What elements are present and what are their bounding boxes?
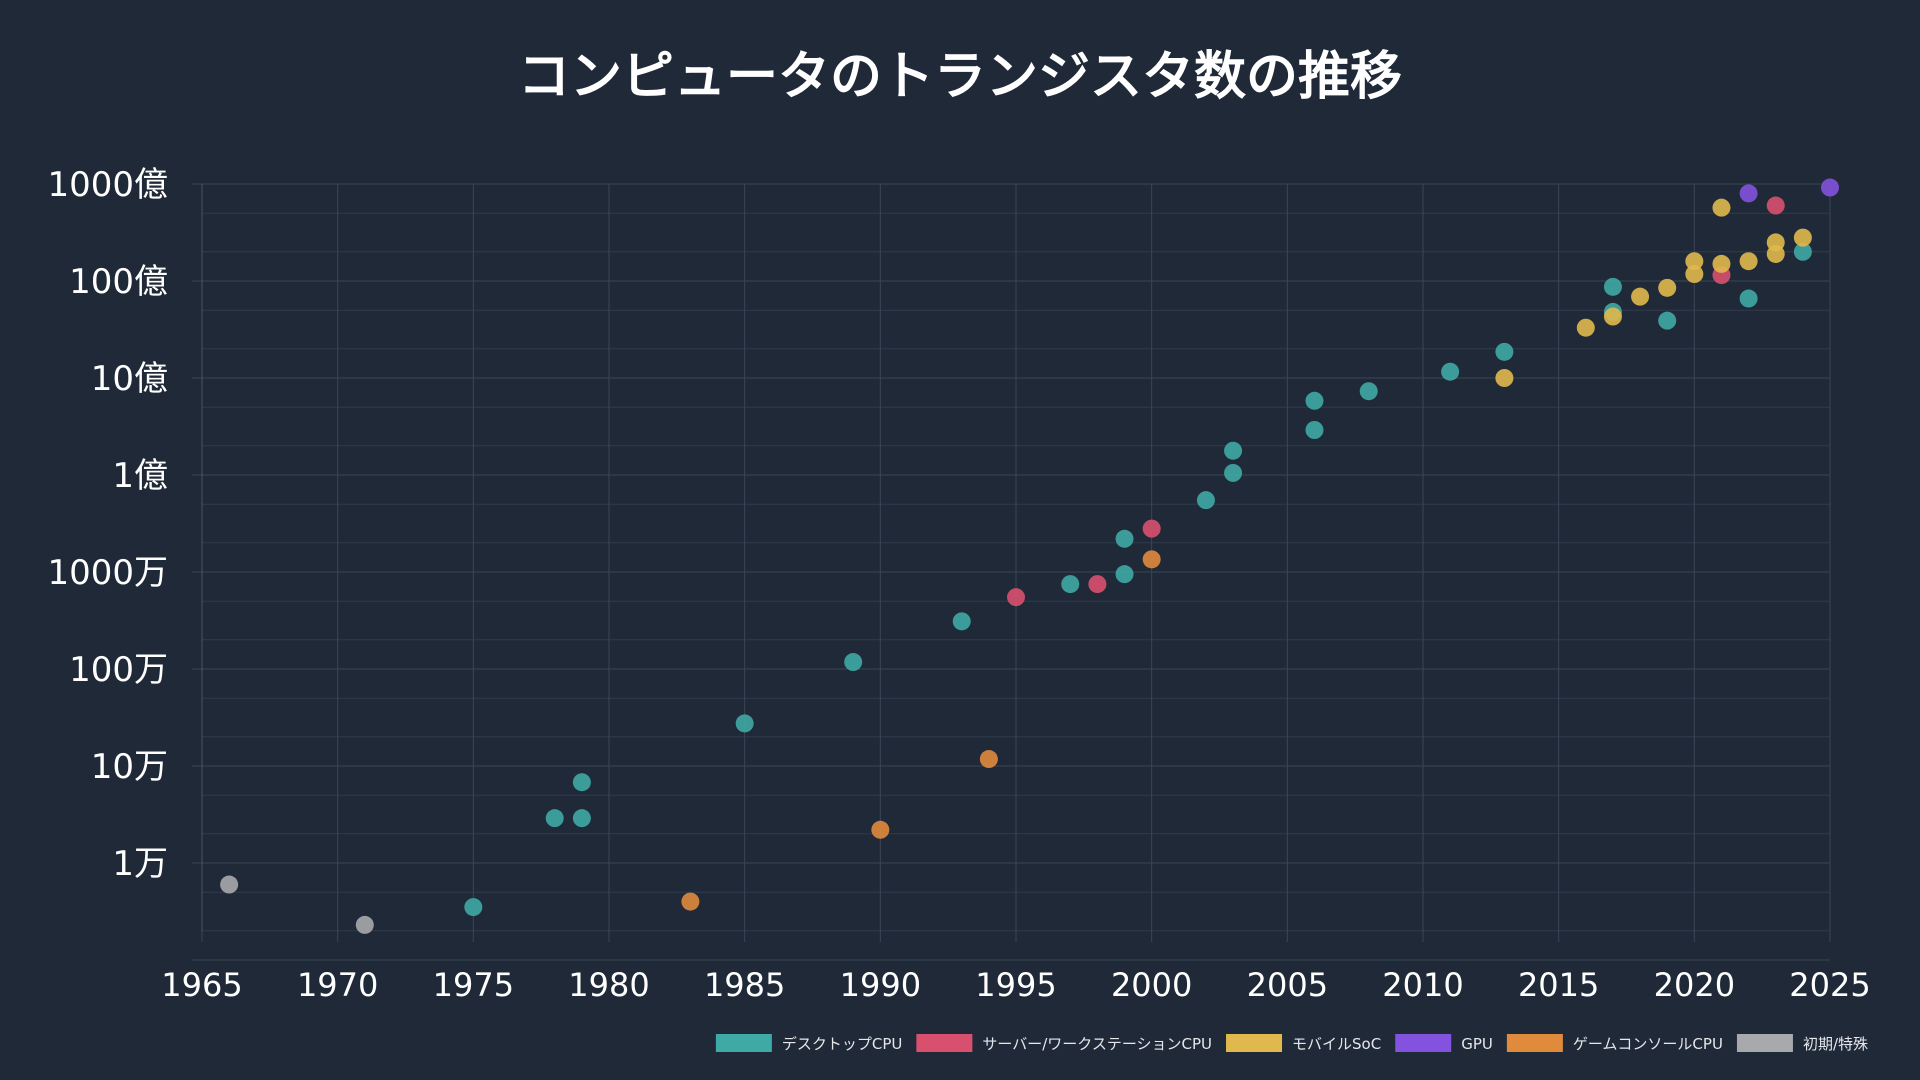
data-point [844, 653, 863, 672]
data-point [1115, 529, 1134, 548]
data-point [1495, 342, 1514, 361]
data-point [952, 612, 971, 631]
x-tick-label: 1990 [840, 966, 921, 1004]
data-point [1441, 362, 1460, 381]
legend-label: デスクトップCPU [782, 1035, 903, 1053]
data-point [1196, 491, 1215, 510]
data-point [1685, 265, 1704, 284]
data-point [545, 809, 564, 828]
data-point [1142, 550, 1161, 569]
x-tick-label: 2015 [1518, 966, 1599, 1004]
legend-swatch [1736, 1034, 1793, 1052]
legend-label: 初期/特殊 [1803, 1035, 1868, 1053]
data-point [1115, 565, 1134, 584]
data-point [1495, 369, 1514, 387]
y-tick-label: 100億 [69, 262, 168, 302]
data-point [1739, 289, 1758, 308]
data-point [1793, 242, 1812, 261]
legend: 初期/特殊 ゲームコンソールCPU GPU モバイルSoC サーバー/ワークステーション… [715, 1034, 1868, 1053]
data-point [1224, 463, 1243, 482]
data-point [572, 809, 591, 828]
data-point [355, 915, 374, 934]
data-point [1576, 318, 1595, 337]
y-tick-label: 10万 [91, 747, 168, 787]
legend-swatch [916, 1034, 973, 1052]
x-tick-label: 2010 [1382, 966, 1463, 1004]
data-point [1658, 278, 1677, 297]
data-point [1712, 254, 1731, 273]
data-point [1658, 311, 1677, 330]
x-tick-label: 1980 [568, 966, 649, 1004]
data-point [1739, 252, 1758, 271]
y-tick-label: 1000億 [47, 165, 168, 205]
y-tick-label: 1億 [112, 456, 168, 496]
data-point [979, 750, 998, 769]
legend-swatch [715, 1034, 772, 1052]
x-tick-label: 1965 [161, 966, 242, 1004]
legend-label: GPU [1461, 1035, 1493, 1053]
x-tick-label: 2020 [1654, 966, 1735, 1004]
data-point [1224, 441, 1243, 460]
y-axis-ticks: 1万 10万 100万 1000万 1億 10億 100億 1000億 [47, 165, 168, 884]
data-point [220, 875, 239, 894]
data-points [220, 178, 1839, 934]
legend-swatch [1226, 1034, 1283, 1052]
data-point [1793, 228, 1812, 247]
data-point [572, 773, 591, 792]
data-point [1305, 421, 1324, 440]
data-point [464, 898, 483, 917]
legend-label: サーバー/ワークステーションCPU [982, 1035, 1212, 1053]
y-tick-label: 100万 [69, 650, 168, 690]
data-point [681, 892, 700, 911]
legend-label: ゲームコンソールCPU [1573, 1035, 1723, 1053]
x-axis-ticks: 1965 1970 1975 1980 1985 1990 1995 2000 2005 2010… [161, 966, 1870, 1004]
chart-title: コンピュータのトランジスタ数の推移 [518, 47, 1402, 107]
data-point [1685, 252, 1704, 271]
data-point [1712, 198, 1731, 217]
x-tick-label: 2005 [1247, 966, 1328, 1004]
data-point [1766, 233, 1785, 252]
data-point [1766, 196, 1785, 215]
x-tick-label: 2025 [1789, 966, 1870, 1004]
data-point [871, 820, 890, 839]
data-point [1305, 391, 1324, 410]
legend-swatch [1506, 1034, 1563, 1052]
y-tick-label: 1000万 [47, 553, 168, 593]
x-tick-label: 1970 [297, 966, 378, 1004]
data-point [1061, 575, 1080, 594]
x-tick-label: 1975 [433, 966, 514, 1004]
data-point [1631, 287, 1650, 306]
data-point [1359, 382, 1378, 401]
y-tick-label: 1万 [112, 844, 168, 884]
x-tick-label: 1995 [975, 966, 1056, 1004]
y-tick-label: 10億 [91, 359, 168, 399]
data-point [1821, 178, 1839, 197]
data-point [1603, 277, 1622, 296]
grid [192, 183, 1831, 961]
x-tick-label: 1985 [704, 966, 785, 1004]
legend-swatch [1395, 1034, 1452, 1052]
data-point [1142, 519, 1161, 538]
data-point [1088, 575, 1107, 594]
data-point [1603, 307, 1622, 326]
x-tick-label: 2000 [1111, 966, 1192, 1004]
legend-label: モバイルSoC [1292, 1035, 1381, 1053]
data-point [735, 714, 754, 733]
data-point [1739, 184, 1758, 203]
data-point [1007, 588, 1025, 607]
